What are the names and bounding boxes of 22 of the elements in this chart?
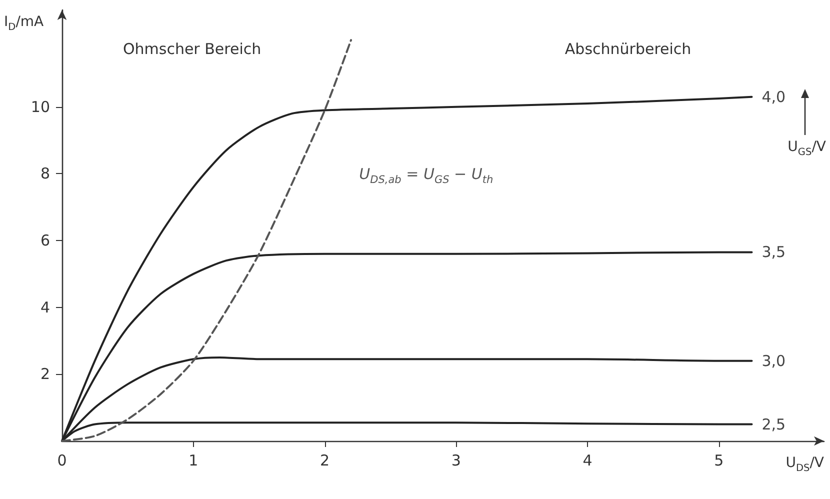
y-tick-label: 4 xyxy=(40,298,50,316)
x-tick-label: 0 xyxy=(57,452,67,470)
series-label: 3,0 xyxy=(762,352,786,370)
annotation: Ohmscher Bereich xyxy=(122,40,262,58)
line-series xyxy=(61,39,352,442)
x-tick-label: 2 xyxy=(320,452,330,470)
x-tick-label: 1 xyxy=(188,452,198,470)
series-label: 2,5 xyxy=(762,415,786,434)
y-tick-label: 10 xyxy=(30,98,50,116)
y-tick-label: 2 xyxy=(40,365,50,384)
y-tick-label: 8 xyxy=(40,164,50,183)
series-label: 3,5 xyxy=(762,243,786,262)
y-tick-label: 6 xyxy=(40,232,50,250)
x-axis-title: U$_{DS}$/V xyxy=(786,455,824,474)
series-label: 4,0 xyxy=(762,88,786,106)
x-tick-label: 4 xyxy=(582,452,592,470)
x-tick-label: 3 xyxy=(451,452,461,470)
annotation: U$_{DS,ab}$ = U$_{GS}$ − U$_{th}$ xyxy=(359,165,494,186)
annotation: Abschnürbereich xyxy=(564,40,692,58)
legend-title: U$_{GS}$/V xyxy=(788,138,826,158)
y-axis-title: I$_{D}$/mA xyxy=(4,14,44,33)
x-tick-label: 5 xyxy=(714,452,724,470)
